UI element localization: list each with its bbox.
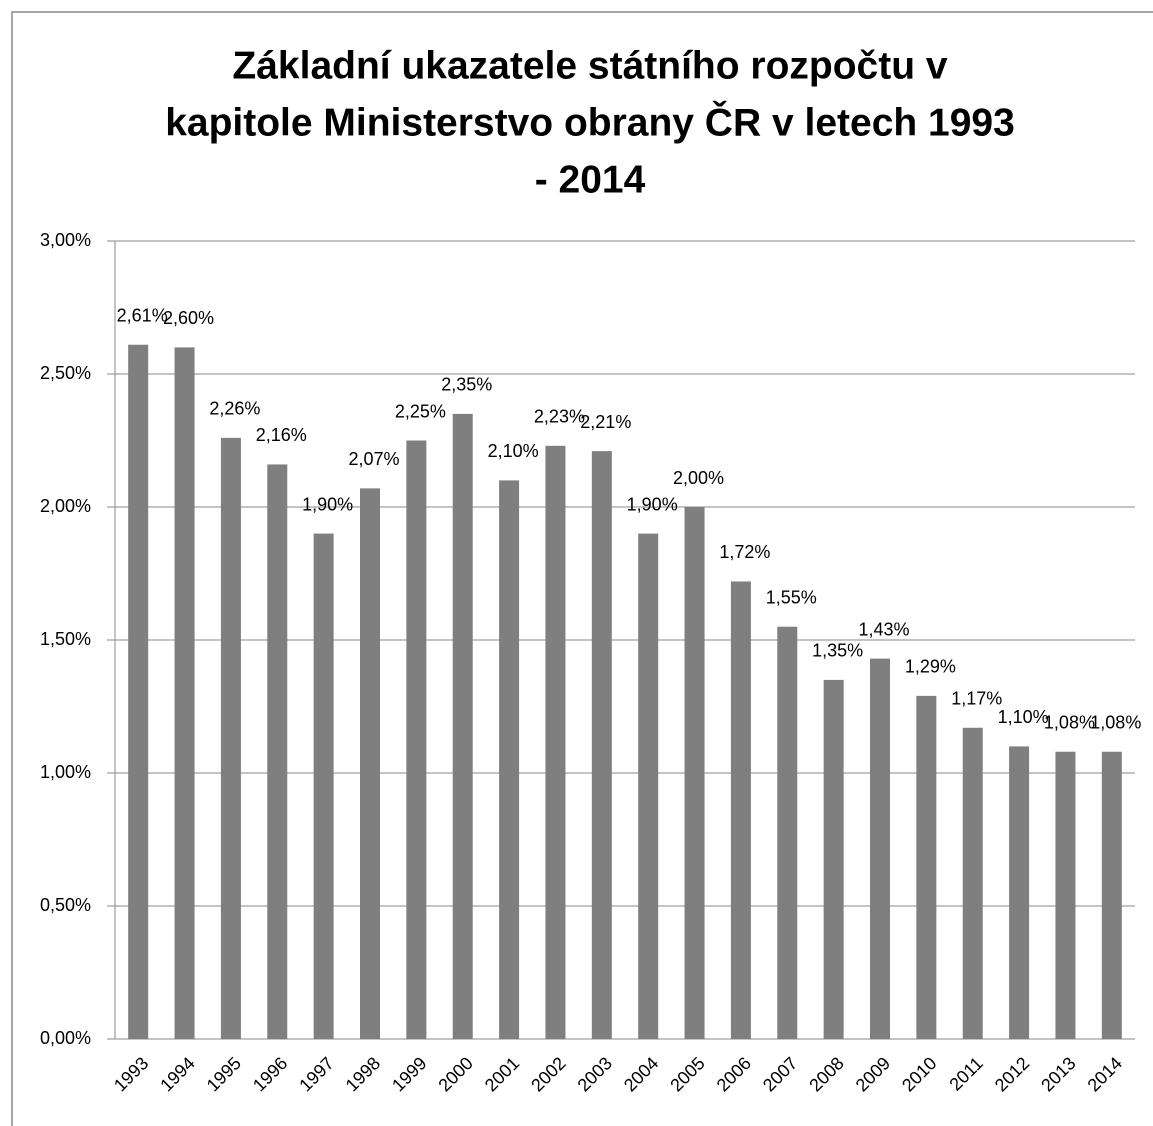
- value-label: 1,90%: [302, 494, 353, 514]
- value-label: 1,08%: [1090, 712, 1141, 732]
- value-label: 2,23%: [534, 407, 585, 427]
- bar: [360, 488, 380, 1039]
- bar: [684, 507, 705, 1039]
- x-tick-label: 2001: [481, 1053, 523, 1095]
- value-label: 2,25%: [395, 401, 446, 421]
- x-tick-label: 1997: [295, 1053, 337, 1095]
- bar: [1055, 751, 1076, 1039]
- x-tick-label: 2006: [713, 1053, 755, 1095]
- value-label: 1,90%: [627, 494, 678, 514]
- bar: [591, 451, 612, 1039]
- y-tick-label: 3,00%: [40, 230, 91, 250]
- x-tick-label: 2005: [666, 1053, 708, 1095]
- value-label: 2,16%: [256, 425, 307, 445]
- bar: [174, 347, 195, 1039]
- bar: [545, 445, 566, 1039]
- bar: [452, 413, 473, 1039]
- x-tick-label: 2003: [574, 1053, 616, 1095]
- value-label: 1,35%: [812, 641, 863, 661]
- value-label: 2,10%: [488, 441, 539, 461]
- x-tick-label: 1998: [342, 1053, 384, 1095]
- x-tick-label: 2014: [1084, 1053, 1126, 1095]
- bar: [406, 440, 427, 1039]
- bar: [267, 464, 288, 1039]
- x-tick-label: 2002: [527, 1053, 569, 1095]
- value-label: 1,10%: [998, 707, 1049, 727]
- value-label: 2,61%: [117, 305, 168, 325]
- value-label: 2,21%: [580, 412, 631, 432]
- x-tick-label: 2009: [852, 1053, 894, 1095]
- x-tick-label: 2008: [805, 1053, 847, 1095]
- y-tick-label: 0,50%: [40, 895, 91, 915]
- bar: [870, 658, 890, 1039]
- value-label: 1,72%: [719, 542, 770, 562]
- x-tick-label: 1999: [388, 1053, 430, 1095]
- x-tick-label: 2012: [991, 1053, 1033, 1095]
- value-label: 2,26%: [209, 399, 260, 419]
- x-tick-label: 1994: [156, 1053, 198, 1095]
- value-label: 1,08%: [1044, 712, 1095, 732]
- x-tick-label: 2004: [620, 1053, 662, 1095]
- y-tick-label: 0,00%: [40, 1028, 91, 1048]
- bar: [962, 727, 983, 1039]
- frame: [11, 11, 1153, 1126]
- bar: [638, 533, 659, 1039]
- value-label: 1,17%: [951, 689, 1002, 709]
- x-tick-label: 1993: [110, 1053, 152, 1095]
- value-label: 1,29%: [905, 657, 956, 677]
- x-tick-label: 1996: [249, 1053, 291, 1095]
- value-label: 2,60%: [163, 308, 214, 328]
- bar: [1009, 746, 1030, 1039]
- chart-title: Základní ukazatele státního rozpočtu v: [232, 44, 947, 87]
- value-label: 2,35%: [441, 375, 492, 395]
- bar: [499, 480, 520, 1039]
- bar: [128, 344, 149, 1039]
- bar: [220, 437, 241, 1040]
- chart-title: kapitole Ministerstvo obrany ČR v letech…: [165, 99, 1015, 144]
- bar: [777, 626, 798, 1039]
- bar: [730, 581, 751, 1039]
- bar: [916, 695, 937, 1039]
- chart-title: - 2014: [535, 158, 646, 201]
- bar: [313, 533, 334, 1039]
- x-tick-label: 2010: [898, 1053, 940, 1095]
- x-tick-label: 2013: [1037, 1053, 1079, 1095]
- x-tick-label: 2011: [945, 1053, 987, 1095]
- x-tick-label: 1995: [203, 1053, 245, 1095]
- y-tick-label: 1,50%: [40, 629, 91, 649]
- y-tick-label: 1,00%: [40, 762, 91, 782]
- value-label: 1,43%: [858, 619, 909, 639]
- bar: [1101, 751, 1122, 1039]
- value-label: 2,00%: [673, 468, 724, 488]
- x-tick-label: 2000: [434, 1053, 476, 1095]
- x-tick-label: 2007: [759, 1053, 801, 1095]
- value-label: 2,07%: [348, 449, 399, 469]
- y-tick-label: 2,00%: [40, 496, 91, 516]
- bar: [823, 679, 844, 1039]
- y-tick-label: 2,50%: [40, 363, 91, 383]
- value-label: 1,55%: [766, 587, 817, 607]
